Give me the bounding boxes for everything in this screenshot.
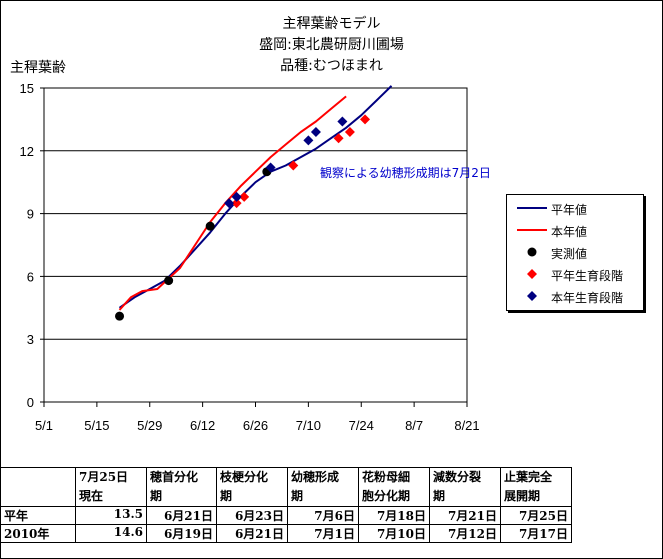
x-tick-label: 7/10 [296, 418, 321, 433]
legend-swatch-circle-icon [527, 247, 537, 257]
table-cell: 7月17日 [500, 524, 572, 543]
data-point [303, 135, 314, 146]
table-row: 平年 13.5 6月21日 6月23日 7月6日 7月18日 7月21日 7月2… [0, 506, 572, 525]
table-row: 2010年 14.6 6月19日 6月21日 7月1日 7月10日 7月12日 … [0, 524, 572, 543]
chart-title-line-2: 盛岡:東北農研厨川圃場 [259, 37, 404, 53]
y-tick-label: 12 [20, 144, 34, 159]
table-header-cell: 止葉完全 展開期 [500, 467, 572, 507]
annotation-text: 観察による幼穂形成期は7月2日 [320, 166, 491, 180]
data-point [231, 191, 242, 202]
table-cell: 13.5 [75, 506, 147, 525]
table-cell: 7月10日 [358, 524, 430, 543]
data-point [224, 198, 235, 209]
chart-plot: 0 3 6 9 12 15 5/1 5/15 5/29 6/12 6/26 7/10 7/24 8/7 8/… [20, 81, 480, 433]
table-cell: 7月1日 [287, 524, 359, 543]
table-cell: 7月6日 [287, 506, 359, 525]
legend-label: 本年値 [551, 225, 588, 239]
table-header-cell: 花粉母細 胞分化期 [358, 467, 430, 507]
legend-swatch-line-icon [517, 229, 547, 231]
table-header-cell: 枝梗分化期 [216, 467, 288, 507]
y-tick-label: 0 [27, 395, 34, 410]
x-tick-label: 5/15 [84, 418, 109, 433]
data-point [310, 126, 321, 137]
data-point [231, 198, 242, 209]
table-header-cell: 7月25日 現在 [75, 467, 147, 507]
data-point [115, 311, 125, 321]
y-tick-label: 9 [27, 207, 34, 222]
table-cell: 7月25日 [500, 506, 572, 525]
legend: 平年値 本年値 実測値 平年生育段階 本年生育段階 [506, 194, 644, 311]
x-tick-label: 8/21 [454, 418, 479, 433]
chart-title-line-1: 主稈葉齢モデル [282, 16, 381, 32]
table-header-cell [0, 467, 76, 507]
data-point [333, 133, 344, 144]
y-tick-label: 3 [27, 332, 34, 347]
table-cell: 6月21日 [146, 506, 217, 525]
table-header-cell: 穂首分化期 [146, 467, 217, 507]
chart-title-line-3: 品種:むつほまれ [280, 58, 383, 74]
legend-swatch-diamond-icon [527, 291, 537, 301]
legend-swatch-diamond-icon [527, 269, 537, 279]
table-cell: 2010年 [0, 524, 76, 543]
x-tick-label: 8/7 [405, 418, 423, 433]
x-tick-label: 5/29 [137, 418, 162, 433]
table-header-cell: 減数分裂期 [429, 467, 501, 507]
data-point [344, 126, 355, 137]
table-cell: 平年 [0, 506, 76, 525]
legend-label: 実測値 [551, 247, 588, 261]
legend-swatch-line-icon [517, 207, 547, 209]
x-tick-label: 5/1 [35, 418, 53, 433]
table-cell: 14.6 [75, 524, 147, 543]
y-axis-label: 主稈葉齢 [10, 60, 66, 76]
table-cell: 6月23日 [216, 506, 288, 525]
data-point [265, 162, 276, 173]
data-point [337, 116, 348, 127]
x-tick-label: 6/12 [190, 418, 215, 433]
legend-label: 平年生育段階 [551, 269, 624, 283]
data-point [164, 276, 174, 286]
table-cell: 7月21日 [429, 506, 501, 525]
legend-label: 平年値 [551, 203, 588, 217]
plot-area [43, 87, 468, 403]
data-point [239, 191, 250, 202]
y-tick-label: 15 [20, 81, 34, 96]
x-tick-label: 7/24 [349, 418, 374, 433]
x-tick-label: 6/26 [243, 418, 268, 433]
table-header-row: 7月25日 現在 穂首分化期 枝梗分化期 幼穂形成期 花粉母細 胞分化期 減数分裂期… [0, 467, 572, 507]
table-cell: 6月21日 [216, 524, 288, 543]
data-point [360, 114, 371, 125]
legend-label: 本年生育段階 [551, 291, 624, 305]
data-point [205, 221, 215, 231]
table-header-cell: 幼穂形成期 [287, 467, 359, 507]
growth-stage-table: 7月25日 現在 穂首分化期 枝梗分化期 幼穂形成期 花粉母細 胞分化期 減数分裂期… [0, 467, 572, 543]
data-point [288, 160, 299, 171]
y-tick-label: 6 [27, 269, 34, 284]
table-cell: 7月18日 [358, 506, 430, 525]
table-cell: 7月12日 [429, 524, 501, 543]
table-cell: 6月19日 [146, 524, 217, 543]
